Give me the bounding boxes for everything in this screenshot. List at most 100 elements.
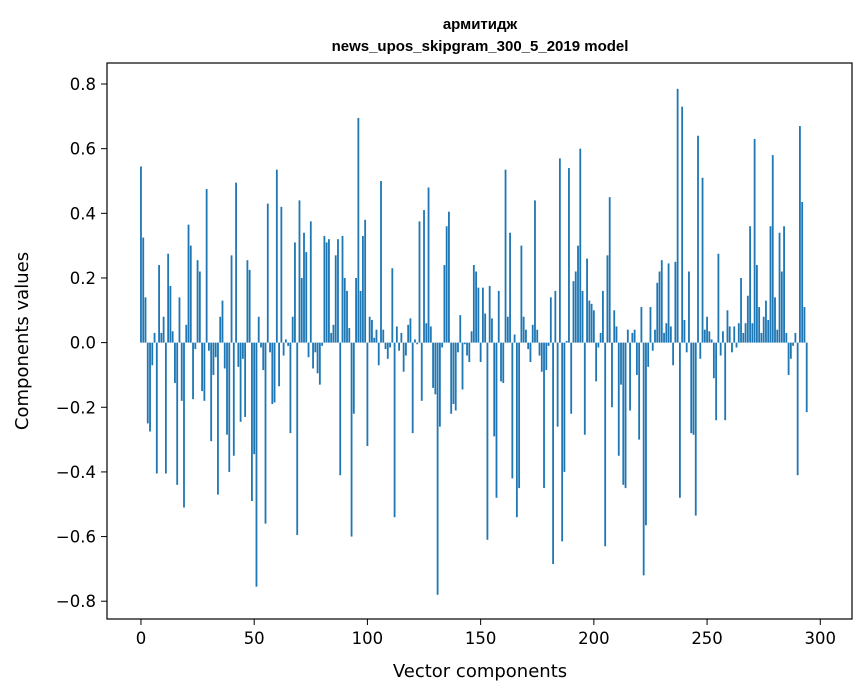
bar — [309, 221, 312, 343]
bar — [561, 342, 564, 542]
bar — [457, 342, 459, 353]
bar — [174, 342, 176, 384]
x-tick-label: 50 — [244, 629, 265, 648]
bar — [629, 342, 631, 411]
bar — [275, 169, 278, 343]
bar — [683, 319, 686, 343]
bar — [273, 342, 276, 403]
bar — [427, 187, 430, 343]
bar — [380, 180, 382, 343]
bar — [688, 271, 690, 343]
bar — [552, 342, 554, 565]
bar — [549, 297, 552, 343]
bar — [751, 323, 754, 343]
bar — [323, 235, 326, 343]
bar — [164, 342, 167, 474]
bar — [583, 342, 586, 435]
bar — [755, 265, 758, 343]
bar — [724, 342, 727, 421]
y-tick-label: −0.4 — [56, 463, 96, 482]
bar — [420, 342, 423, 401]
bar — [463, 342, 466, 345]
bar — [160, 332, 163, 343]
bar — [262, 342, 265, 371]
bar — [155, 342, 158, 474]
bar — [280, 206, 283, 343]
bar — [554, 290, 557, 343]
bar — [674, 261, 677, 343]
bar — [425, 323, 428, 343]
bar — [452, 342, 455, 405]
bar — [647, 342, 650, 367]
bar — [712, 342, 715, 379]
bar — [305, 252, 308, 343]
bar — [534, 200, 536, 343]
bar — [207, 342, 210, 351]
bar — [423, 210, 425, 343]
bar — [468, 342, 471, 363]
bar — [384, 342, 387, 350]
bar — [198, 271, 201, 343]
bar — [633, 329, 636, 343]
bar — [178, 297, 181, 343]
bar — [722, 331, 724, 343]
bar — [746, 295, 749, 343]
y-tick-label: 0.2 — [70, 269, 96, 288]
bar — [472, 265, 475, 343]
bar — [649, 307, 652, 343]
bar — [341, 235, 344, 343]
x-tick-label: 300 — [805, 629, 837, 648]
bar — [606, 255, 609, 343]
bar — [416, 342, 419, 345]
x-tick-label: 250 — [691, 629, 723, 648]
bar — [676, 88, 679, 343]
bar — [352, 342, 355, 414]
bar — [348, 328, 351, 343]
bar — [783, 226, 785, 343]
bar — [251, 342, 253, 502]
bar — [780, 271, 783, 343]
bar — [253, 342, 256, 455]
bar — [518, 342, 521, 489]
bar — [640, 307, 643, 343]
bar — [239, 342, 242, 422]
bar — [289, 342, 292, 434]
bar — [291, 316, 294, 343]
y-tick-label: 0.0 — [70, 334, 96, 353]
bar — [146, 342, 149, 424]
bar — [246, 260, 249, 343]
bar — [527, 342, 530, 350]
bar — [232, 342, 235, 456]
bar — [269, 342, 271, 353]
bar — [140, 166, 142, 343]
y-tick-label: −0.6 — [56, 528, 96, 547]
bar — [332, 324, 335, 343]
bar — [697, 135, 699, 343]
bar — [728, 326, 731, 343]
bar — [672, 342, 675, 366]
bar — [703, 329, 706, 343]
bar — [642, 342, 645, 576]
bar — [278, 342, 280, 387]
bar — [799, 126, 801, 343]
bar — [715, 342, 718, 421]
bar — [287, 342, 290, 346]
bar — [556, 342, 559, 427]
bar — [620, 342, 622, 385]
bar — [192, 342, 194, 400]
bar — [445, 226, 448, 343]
bar — [484, 313, 487, 343]
bar — [692, 342, 695, 435]
bar — [769, 226, 772, 343]
bar — [681, 106, 684, 343]
bar — [257, 316, 260, 343]
bar — [205, 189, 208, 343]
bar — [361, 235, 364, 343]
bar — [402, 342, 405, 372]
bar — [395, 326, 398, 343]
bar — [176, 342, 179, 485]
bar — [599, 332, 602, 343]
bar — [774, 297, 776, 343]
bar — [565, 341, 568, 343]
bar — [651, 342, 654, 351]
